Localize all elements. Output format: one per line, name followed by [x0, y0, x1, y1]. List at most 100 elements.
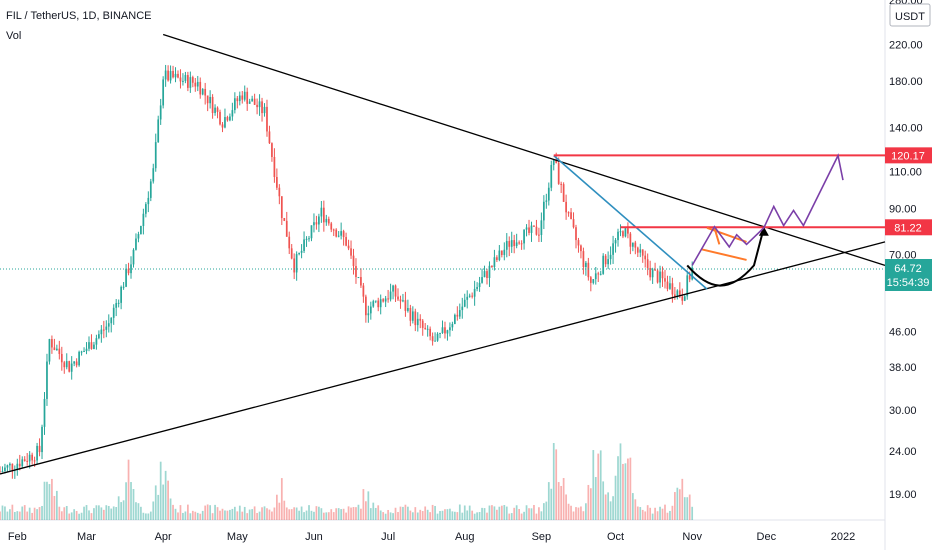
volume-bar: [431, 504, 434, 520]
volume-bar: [555, 449, 558, 520]
candle-body: [305, 238, 308, 240]
candle-body: [285, 220, 288, 237]
candle-body: [577, 240, 580, 246]
volume-bar: [204, 505, 207, 520]
volume-bar: [664, 504, 666, 520]
candle-body: [36, 445, 38, 461]
volume-bar: [392, 513, 394, 520]
volume-bar: [337, 508, 340, 520]
candle-body: [656, 270, 659, 283]
candle-body: [41, 426, 43, 453]
volume-bar: [273, 507, 276, 520]
volume-bar: [162, 484, 165, 520]
candle-body: [107, 323, 110, 327]
candle-body: [100, 329, 103, 335]
candle-body: [449, 327, 451, 331]
volume-bar: [416, 512, 419, 520]
volume-bar: [686, 497, 689, 520]
volume-bar: [335, 508, 338, 520]
volume-bar: [154, 485, 157, 520]
candle-body: [644, 255, 647, 260]
volume-bar: [303, 512, 305, 520]
volume-bar: [105, 505, 108, 520]
volume-bar: [33, 507, 36, 520]
candle-body: [597, 273, 600, 275]
volume-bar: [399, 506, 402, 520]
candle-body: [209, 96, 211, 104]
volume-bar: [362, 489, 365, 520]
candle-body: [411, 311, 414, 321]
volume-bar: [360, 508, 362, 520]
candle-body: [271, 143, 273, 157]
volume-bar: [594, 477, 597, 520]
level-badge: [885, 219, 932, 236]
volume-bar: [295, 507, 298, 520]
volume-bar: [473, 513, 476, 520]
y-tick-label: 140.00: [889, 122, 923, 134]
volume-bar: [587, 484, 590, 520]
candle-body: [177, 73, 179, 78]
volume-bar: [617, 456, 619, 520]
volume-bar: [409, 510, 412, 520]
volume-bar: [115, 507, 118, 520]
candle-body: [187, 75, 189, 88]
level-badge-label: 120.17: [891, 150, 925, 162]
candle-body: [320, 207, 323, 217]
candle-body: [458, 310, 461, 317]
volume-bar: [505, 506, 508, 520]
candle-body: [691, 267, 694, 280]
candle-body: [483, 271, 486, 278]
volume-bar: [253, 506, 256, 520]
volume-bar: [4, 506, 6, 520]
volume-bar: [671, 505, 674, 520]
volume-bar: [85, 505, 88, 520]
volume-bar: [325, 512, 328, 520]
candle-body: [513, 240, 516, 247]
candle-body: [117, 302, 120, 304]
volume-bar: [585, 503, 587, 520]
volume-bar: [634, 499, 637, 520]
candle-body: [43, 398, 46, 427]
y-tick-label: 70.00: [889, 250, 917, 262]
volume-bar: [419, 509, 422, 520]
volume-bar: [310, 510, 313, 520]
volume-bar: [678, 489, 681, 520]
x-tick-label: May: [227, 531, 248, 543]
candle-body: [68, 361, 71, 372]
candle-body: [221, 124, 224, 128]
x-tick-label: Aug: [455, 531, 475, 543]
candle-body: [246, 91, 249, 104]
volume-bar: [444, 509, 446, 520]
volume-bar: [394, 507, 397, 520]
volume-bar: [256, 512, 258, 520]
volume-bar: [535, 513, 538, 520]
candle-body: [196, 81, 199, 87]
volume-bar: [229, 509, 231, 520]
candle-body: [523, 229, 525, 244]
candle-body: [115, 303, 118, 308]
candle-body: [651, 269, 654, 278]
volume-bar: [577, 507, 580, 520]
candle-body: [389, 291, 392, 300]
volume-bar: [1, 505, 4, 520]
candle-body: [488, 265, 491, 278]
candle-body: [251, 98, 254, 102]
x-tick-label: Mar: [77, 531, 96, 543]
candle-body: [627, 228, 629, 234]
volume-bar: [533, 504, 535, 520]
candle-body: [399, 299, 402, 302]
candle-body: [169, 70, 172, 81]
candle-body: [473, 288, 476, 297]
volume-bar: [523, 511, 525, 520]
symbol-title[interactable]: FIL / TetherUS, 1D, BINANCE: [6, 10, 152, 22]
candle-body: [164, 70, 167, 80]
candle-body: [243, 91, 246, 100]
candle-body: [372, 301, 375, 307]
currency-box: [889, 3, 931, 27]
volume-bar: [622, 463, 624, 520]
x-tick-label: Dec: [757, 531, 777, 543]
volume-bar: [318, 506, 320, 520]
volume-legend-label[interactable]: Vol: [6, 30, 22, 42]
candle-body: [436, 333, 439, 341]
